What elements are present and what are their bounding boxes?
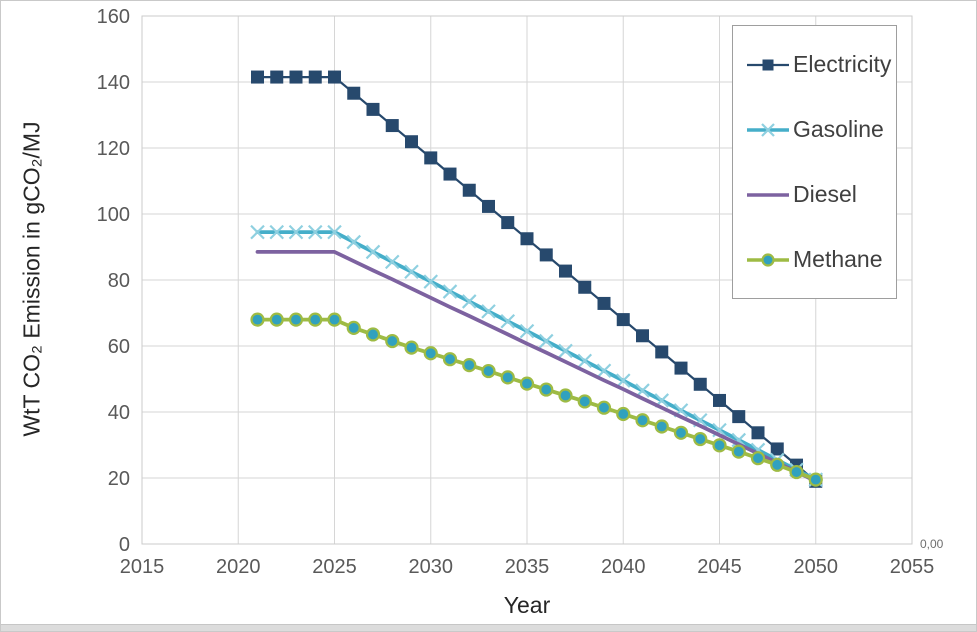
secondary-axis-label: 0,00 (920, 537, 944, 551)
gasoline-markers (250, 224, 824, 487)
legend-label-gasoline: Gasoline (793, 116, 884, 142)
y-tick-label: 100 (97, 204, 130, 226)
y-tick-label: 120 (97, 138, 130, 160)
x-tick-label: 2040 (601, 556, 646, 578)
y-tick-label: 140 (97, 72, 130, 94)
x-tick-label: 2020 (216, 556, 261, 578)
x-tick-label: 2045 (697, 556, 742, 578)
y-tick-label: 160 (97, 6, 130, 28)
x-tick-label: 2035 (505, 556, 550, 578)
y-axis-tick-labels: 0 20 40 60 80 100 120 140 160 (97, 6, 130, 556)
plot-border (141, 15, 913, 545)
legend-item-gasoline[interactable]: Gasoline (733, 116, 896, 143)
x-tick-label: 2015 (120, 556, 165, 578)
x-tick-label: 2030 (409, 556, 454, 578)
gasoline-legend-marker (747, 122, 789, 137)
methane-legend-marker (747, 252, 789, 267)
series-diesel (255, 249, 818, 484)
series-gasoline (250, 224, 824, 487)
y-tick-label: 20 (108, 468, 130, 490)
x-tick-label: 2025 (312, 556, 357, 578)
electricity-legend-marker (747, 59, 789, 70)
series-electricity (251, 70, 823, 488)
legend-item-methane[interactable]: Methane (733, 246, 896, 273)
y-axis-title: WtT CO₂ Emission in gCO₂/MJ (18, 121, 45, 437)
legend-item-electricity[interactable]: Electricity (733, 51, 896, 78)
electricity-markers (251, 70, 823, 488)
y-tick-label: 60 (108, 336, 130, 358)
series-methane (250, 312, 823, 487)
legend-label-electricity: Electricity (793, 51, 892, 77)
y-tick-label: 40 (108, 402, 130, 424)
methane-markers (250, 312, 823, 487)
x-axis-tick-labels: 2015 2020 2025 2030 2035 2040 2045 2050 2055 (120, 556, 935, 578)
x-axis-title: Year (503, 592, 551, 618)
legend-label-methane: Methane (793, 246, 883, 272)
x-tick-label: 2055 (890, 556, 935, 578)
legend-label-diesel: Diesel (793, 181, 857, 207)
y-tick-label: 0 (119, 534, 130, 556)
y-tick-label: 80 (108, 270, 130, 292)
window-bottom-edge (1, 624, 976, 631)
legend-item-diesel[interactable]: Diesel (733, 181, 896, 208)
legend: Electricity Gasoline Diesel Methane (732, 25, 897, 299)
diesel-legend-marker (747, 192, 789, 197)
x-tick-label: 2050 (794, 556, 839, 578)
